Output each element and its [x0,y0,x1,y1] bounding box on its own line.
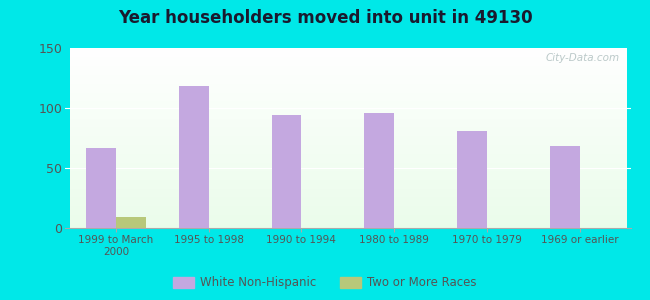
Bar [272,115,302,228]
Bar [86,148,116,228]
Bar [179,86,209,228]
Text: Year householders moved into unit in 49130: Year householders moved into unit in 491… [118,9,532,27]
Legend: White Non-Hispanic, Two or More Races: White Non-Hispanic, Two or More Races [168,272,482,294]
Bar [365,113,394,228]
Bar [550,146,580,228]
Bar [116,217,146,228]
Bar [457,131,487,228]
Text: City-Data.com: City-Data.com [545,53,619,63]
